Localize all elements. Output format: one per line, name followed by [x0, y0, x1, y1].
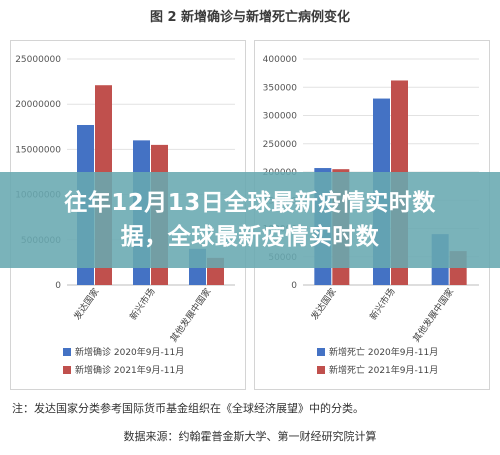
y-tick-label: 0 [291, 281, 297, 291]
legend-swatch [317, 348, 325, 356]
y-tick-label: 300000 [263, 112, 298, 122]
legend-swatch [63, 348, 71, 356]
legend-swatch [317, 366, 325, 374]
y-tick-label: 20000000 [15, 100, 61, 110]
category-label: 其他发展中国家 [410, 286, 456, 345]
y-tick-label: 250000 [263, 140, 298, 150]
category-label: 发达国家 [71, 286, 101, 322]
figure-title: 图 2 新增确诊与新增死亡病例变化 [149, 10, 351, 25]
category-label: 新兴市场 [127, 286, 157, 322]
category-label: 新兴市场 [367, 286, 397, 322]
figure-note: 注：发达国家分类参考国际货币基金组织在《全球经济展望》中的分类。 [12, 402, 364, 415]
y-tick-label: 0 [55, 281, 61, 291]
headline-text[interactable]: 往年12月13日全球最新疫情实时数据，全球最新疫情实时数 [64, 190, 436, 250]
y-tick-label: 350000 [263, 83, 298, 93]
legend-label: 新增死亡 2021年9月-11月 [329, 364, 438, 376]
legend-label: 新增确诊 2020年9月-11月 [75, 346, 184, 358]
legend-label: 新增死亡 2020年9月-11月 [329, 346, 438, 358]
y-tick-label: 25000000 [15, 55, 61, 65]
y-tick-label: 400000 [263, 55, 298, 65]
category-label: 发达国家 [308, 286, 338, 322]
legend-swatch [63, 366, 71, 374]
category-label: 其他发展中国家 [167, 286, 213, 345]
legend-label: 新增确诊 2021年9月-11月 [75, 364, 184, 376]
y-tick-label: 15000000 [15, 145, 61, 155]
figure-source: 数据来源：约翰霍普金斯大学、第一财经研究院计算 [123, 430, 377, 443]
headline-banner[interactable]: 往年12月13日全球最新疫情实时数据，全球最新疫情实时数 [0, 172, 500, 268]
